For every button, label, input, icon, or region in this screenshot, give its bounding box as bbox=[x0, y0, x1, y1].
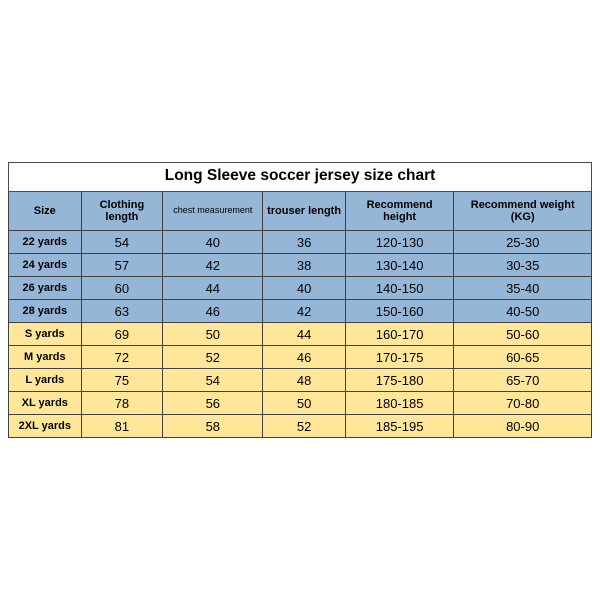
cell-chest: 50 bbox=[163, 323, 263, 346]
cell-size: 28 yards bbox=[9, 300, 82, 323]
title-cell: Long Sleeve soccer jersey size chart bbox=[9, 162, 592, 192]
cell-weight: 80-90 bbox=[454, 415, 592, 438]
cell-trouser: 50 bbox=[263, 392, 345, 415]
cell-trouser: 38 bbox=[263, 254, 345, 277]
cell-length: 69 bbox=[81, 323, 163, 346]
col-rec-height: Recommend height bbox=[345, 192, 454, 231]
title-row: Long Sleeve soccer jersey size chart bbox=[9, 162, 592, 192]
col-size: Size bbox=[9, 192, 82, 231]
cell-weight: 30-35 bbox=[454, 254, 592, 277]
cell-length: 60 bbox=[81, 277, 163, 300]
cell-length: 81 bbox=[81, 415, 163, 438]
cell-height: 130-140 bbox=[345, 254, 454, 277]
cell-size: 22 yards bbox=[9, 231, 82, 254]
header-row: Size Clothing length chest measurement t… bbox=[9, 192, 592, 231]
cell-height: 120-130 bbox=[345, 231, 454, 254]
table-row: S yards 69 50 44 160-170 50-60 bbox=[9, 323, 592, 346]
cell-trouser: 48 bbox=[263, 369, 345, 392]
cell-chest: 40 bbox=[163, 231, 263, 254]
cell-chest: 54 bbox=[163, 369, 263, 392]
cell-trouser: 36 bbox=[263, 231, 345, 254]
table-row: L yards 75 54 48 175-180 65-70 bbox=[9, 369, 592, 392]
cell-weight: 60-65 bbox=[454, 346, 592, 369]
cell-height: 140-150 bbox=[345, 277, 454, 300]
cell-weight: 65-70 bbox=[454, 369, 592, 392]
cell-chest: 56 bbox=[163, 392, 263, 415]
cell-size: M yards bbox=[9, 346, 82, 369]
table-row: 26 yards 60 44 40 140-150 35-40 bbox=[9, 277, 592, 300]
cell-length: 78 bbox=[81, 392, 163, 415]
cell-length: 57 bbox=[81, 254, 163, 277]
table-row: 2XL yards 81 58 52 185-195 80-90 bbox=[9, 415, 592, 438]
cell-size: S yards bbox=[9, 323, 82, 346]
col-trouser-length: trouser length bbox=[263, 192, 345, 231]
cell-size: 2XL yards bbox=[9, 415, 82, 438]
table-row: M yards 72 52 46 170-175 60-65 bbox=[9, 346, 592, 369]
table-row: XL yards 78 56 50 180-185 70-80 bbox=[9, 392, 592, 415]
col-rec-weight: Recommend weight (KG) bbox=[454, 192, 592, 231]
cell-weight: 25-30 bbox=[454, 231, 592, 254]
table-row: 28 yards 63 46 42 150-160 40-50 bbox=[9, 300, 592, 323]
cell-chest: 52 bbox=[163, 346, 263, 369]
cell-trouser: 42 bbox=[263, 300, 345, 323]
cell-trouser: 40 bbox=[263, 277, 345, 300]
cell-height: 170-175 bbox=[345, 346, 454, 369]
cell-weight: 40-50 bbox=[454, 300, 592, 323]
cell-height: 185-195 bbox=[345, 415, 454, 438]
cell-chest: 58 bbox=[163, 415, 263, 438]
cell-weight: 50-60 bbox=[454, 323, 592, 346]
cell-size: XL yards bbox=[9, 392, 82, 415]
cell-trouser: 44 bbox=[263, 323, 345, 346]
cell-height: 150-160 bbox=[345, 300, 454, 323]
col-chest: chest measurement bbox=[163, 192, 263, 231]
cell-weight: 35-40 bbox=[454, 277, 592, 300]
col-clothing-length: Clothing length bbox=[81, 192, 163, 231]
cell-size: 24 yards bbox=[9, 254, 82, 277]
table-row: 22 yards 54 40 36 120-130 25-30 bbox=[9, 231, 592, 254]
cell-trouser: 46 bbox=[263, 346, 345, 369]
table-row: 24 yards 57 42 38 130-140 30-35 bbox=[9, 254, 592, 277]
cell-height: 160-170 bbox=[345, 323, 454, 346]
cell-length: 54 bbox=[81, 231, 163, 254]
canvas: Long Sleeve soccer jersey size chart Siz… bbox=[0, 0, 600, 600]
cell-weight: 70-80 bbox=[454, 392, 592, 415]
cell-length: 75 bbox=[81, 369, 163, 392]
size-chart-table: Long Sleeve soccer jersey size chart Siz… bbox=[8, 162, 592, 439]
cell-chest: 42 bbox=[163, 254, 263, 277]
cell-size: L yards bbox=[9, 369, 82, 392]
cell-chest: 46 bbox=[163, 300, 263, 323]
cell-height: 175-180 bbox=[345, 369, 454, 392]
cell-height: 180-185 bbox=[345, 392, 454, 415]
cell-size: 26 yards bbox=[9, 277, 82, 300]
cell-length: 72 bbox=[81, 346, 163, 369]
cell-length: 63 bbox=[81, 300, 163, 323]
cell-trouser: 52 bbox=[263, 415, 345, 438]
cell-chest: 44 bbox=[163, 277, 263, 300]
